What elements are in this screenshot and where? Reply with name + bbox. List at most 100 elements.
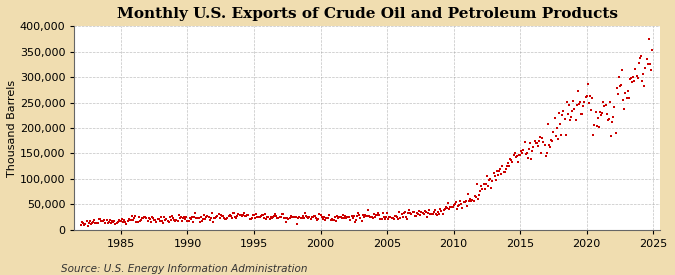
Point <box>450 199 461 204</box>
Point <box>423 210 433 215</box>
Point <box>174 216 185 221</box>
Point <box>564 103 574 108</box>
Point <box>510 155 521 159</box>
Point <box>373 211 383 215</box>
Point <box>486 186 497 191</box>
Point <box>405 211 416 216</box>
Point <box>631 73 642 78</box>
Point <box>220 217 231 221</box>
Point <box>559 117 570 122</box>
Point <box>212 213 223 218</box>
Point <box>327 218 338 222</box>
Point <box>474 193 485 197</box>
Point <box>362 214 373 219</box>
Point <box>165 218 176 222</box>
Point <box>470 195 481 200</box>
Point <box>93 217 104 221</box>
Point <box>643 62 653 66</box>
Point <box>194 220 205 224</box>
Point <box>369 215 380 219</box>
Point <box>90 221 101 225</box>
Point <box>274 214 285 219</box>
Point <box>445 205 456 209</box>
Point <box>232 214 243 218</box>
Point <box>119 218 130 222</box>
Point <box>534 139 545 143</box>
Point <box>130 214 141 218</box>
Point <box>246 215 257 220</box>
Point <box>385 215 396 219</box>
Point <box>403 211 414 215</box>
Point <box>407 210 418 214</box>
Point <box>272 216 283 220</box>
Point <box>402 217 412 221</box>
Point <box>91 221 102 225</box>
Point <box>614 75 624 79</box>
Point <box>475 189 485 193</box>
Point <box>435 207 446 211</box>
Point <box>152 217 163 221</box>
Point <box>455 199 466 204</box>
Point <box>193 216 204 220</box>
Point <box>102 221 113 225</box>
Point <box>612 86 622 90</box>
Point <box>415 213 426 218</box>
Point <box>446 205 457 209</box>
Point <box>398 211 409 215</box>
Point <box>176 214 186 219</box>
Point <box>198 213 209 218</box>
Point <box>453 204 464 208</box>
Point <box>79 223 90 227</box>
Point <box>643 37 654 42</box>
Point <box>535 135 545 139</box>
Point <box>338 216 349 220</box>
Point <box>626 76 637 80</box>
Point <box>541 151 552 156</box>
Point <box>571 103 582 107</box>
Point <box>239 211 250 215</box>
Point <box>325 218 336 222</box>
Point <box>610 131 621 135</box>
Point <box>418 212 429 216</box>
Point <box>323 216 333 220</box>
Point <box>129 216 140 221</box>
Point <box>158 221 169 225</box>
Point <box>392 214 402 219</box>
Point <box>443 201 454 205</box>
Point <box>540 153 551 158</box>
Point <box>404 208 414 212</box>
Point <box>628 75 639 79</box>
Point <box>200 217 211 221</box>
Point <box>591 124 602 128</box>
Point <box>98 219 109 223</box>
Point <box>227 211 238 215</box>
Point <box>477 187 488 191</box>
Point <box>257 213 268 218</box>
Point <box>189 214 200 219</box>
Point <box>640 66 651 70</box>
Point <box>483 184 493 188</box>
Point <box>412 212 423 216</box>
Point <box>310 216 321 220</box>
Point <box>408 210 419 214</box>
Point <box>619 107 630 111</box>
Point <box>170 219 181 223</box>
Point <box>195 215 206 219</box>
Point <box>105 221 116 225</box>
Point <box>472 182 483 186</box>
Point <box>139 214 150 219</box>
Point <box>557 113 568 117</box>
Point <box>484 177 495 182</box>
Point <box>221 217 232 221</box>
Point <box>485 177 495 182</box>
Point <box>496 172 507 177</box>
Point <box>427 212 438 217</box>
Point <box>144 217 155 221</box>
Point <box>519 140 530 144</box>
Point <box>180 217 190 221</box>
Point <box>537 136 547 140</box>
Point <box>313 216 324 221</box>
Point <box>574 102 585 106</box>
Point <box>531 141 541 145</box>
Point <box>236 213 246 217</box>
